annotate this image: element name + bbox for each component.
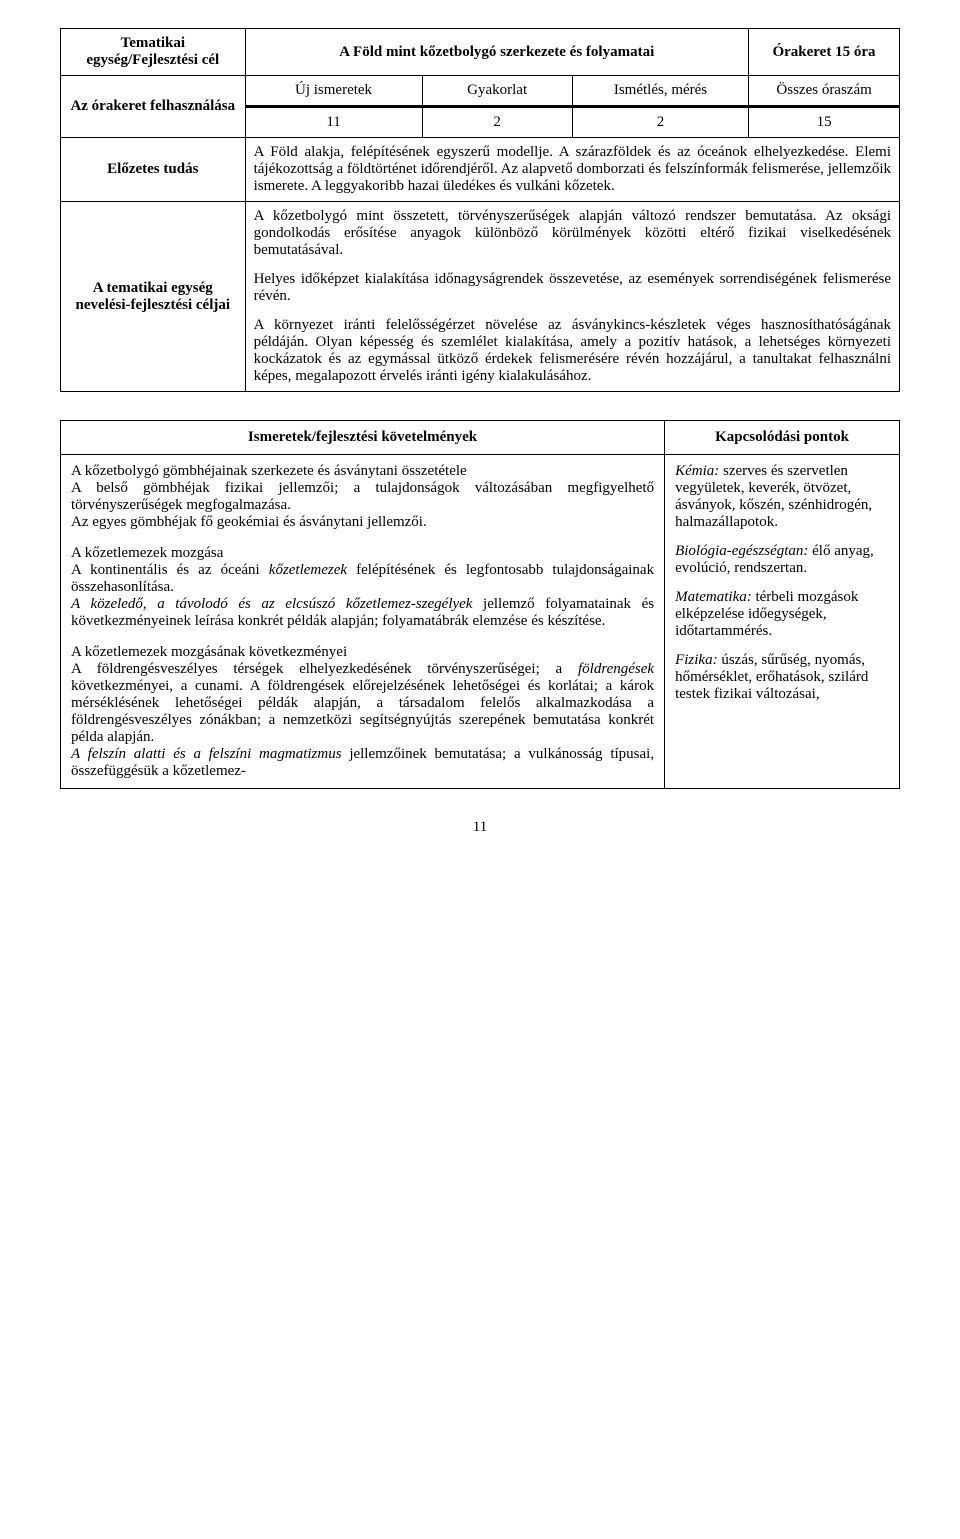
hdr-practice: Gyakorlat	[422, 76, 572, 106]
hdr-requirements: Ismeretek/fejlesztési követelmények	[61, 421, 665, 455]
goals-p1: A kőzetbolygó mint összetett, törvénysze…	[254, 208, 891, 259]
cell-topic-title: A Föld mint kőzetbolygó szerkezete és fo…	[245, 29, 748, 76]
curriculum-header-table: Tematikai egység/Fejlesztési cél A Föld …	[60, 28, 900, 392]
cell-goals-body: A kőzetbolygó mint összetett, törvénysze…	[245, 202, 899, 392]
requirements-table: Ismeretek/fejlesztési követelmények Kapc…	[60, 420, 900, 789]
req-p3b-it: földrengések	[578, 661, 654, 677]
cell-prereq-body: A Föld alakja, felépítésének egyszerű mo…	[245, 138, 899, 202]
hour-values-table: 11 2 2 15	[246, 107, 899, 137]
req-p1: A kőzetbolygó gömbhéjainak szerkezete és…	[71, 463, 654, 531]
goals-p3: A környezet iránti felelősségérzet növel…	[254, 317, 891, 385]
req-p1c: Az egyes gömbhéjak fő geokémiai és ásván…	[71, 514, 427, 530]
cell-hour-usage-label: Az órakeret felhasználása	[61, 76, 246, 138]
val-review: 2	[572, 108, 748, 138]
req-p3b-post: következményei, a cunami. A földrengések…	[71, 678, 654, 745]
req-p3c-it: A felszín alatti és a felszíni magmatizm…	[71, 746, 342, 762]
req-p2b-it: kőzetlemezek	[269, 562, 347, 578]
req-p1a: A kőzetbolygó gömbhéjainak szerkezete és…	[71, 463, 467, 479]
req-p2a: A kőzetlemezek mozgása	[71, 545, 223, 561]
cell-goals-label: A tematikai egység nevelési-fejlesztési …	[61, 202, 246, 392]
cell-hour-values: 11 2 2 15	[245, 107, 899, 138]
goals-p2: Helyes időképzet kialakítása időnagyságr…	[254, 271, 891, 305]
cell-topic-unit: Tematikai egység/Fejlesztési cél	[61, 29, 246, 76]
cell-hours: Órakeret 15 óra	[748, 29, 899, 76]
req-p2c-it: A közeledő, a távolodó és az elcsúszó kő…	[71, 596, 472, 612]
link-math: Matematika: térbeli mozgások elképzelése…	[675, 589, 889, 640]
val-total: 15	[749, 108, 899, 138]
req-p2b-pre: A kontinentális és az óceáni	[71, 562, 269, 578]
cell-prereq-label: Előzetes tudás	[61, 138, 246, 202]
link-fizika: Fizika: úszás, sűrűség, nyomás, hőmérsék…	[675, 652, 889, 703]
cell-links-body: Kémia: szerves és szervetlen vegyületek,…	[665, 455, 900, 789]
hdr-links: Kapcsolódási pontok	[665, 421, 900, 455]
link-kemia: Kémia: szerves és szervetlen vegyületek,…	[675, 463, 889, 531]
req-p3: A kőzetlemezek mozgásának következményei…	[71, 644, 654, 780]
link-kemia-label: Kémia:	[675, 463, 719, 479]
link-fizika-label: Fizika:	[675, 652, 718, 668]
req-p2: A kőzetlemezek mozgása A kontinentális é…	[71, 545, 654, 630]
hdr-review: Ismétlés, mérés	[572, 76, 748, 106]
link-math-label: Matematika:	[675, 589, 752, 605]
req-p3b-pre: A földrengésveszélyes térségek elhelyezk…	[71, 661, 578, 677]
hour-breakdown-table: Új ismeretek Gyakorlat Ismétlés, mérés Ö…	[246, 76, 899, 106]
req-p3a: A kőzetlemezek mozgásának következményei	[71, 644, 347, 660]
req-p1b: A belső gömbhéjak fizikai jellemzői; a t…	[71, 480, 654, 513]
hdr-new: Új ismeretek	[246, 76, 422, 106]
link-bio-label: Biológia-egészségtan:	[675, 543, 808, 559]
val-practice: 2	[422, 108, 572, 138]
hdr-total: Összes óraszám	[749, 76, 899, 106]
page-number: 11	[60, 819, 900, 836]
cell-hour-breakdown: Új ismeretek Gyakorlat Ismétlés, mérés Ö…	[245, 76, 899, 107]
link-bio: Biológia-egészségtan: élő anyag, evolúci…	[675, 543, 889, 577]
val-new: 11	[246, 108, 422, 138]
cell-requirements-body: A kőzetbolygó gömbhéjainak szerkezete és…	[61, 455, 665, 789]
